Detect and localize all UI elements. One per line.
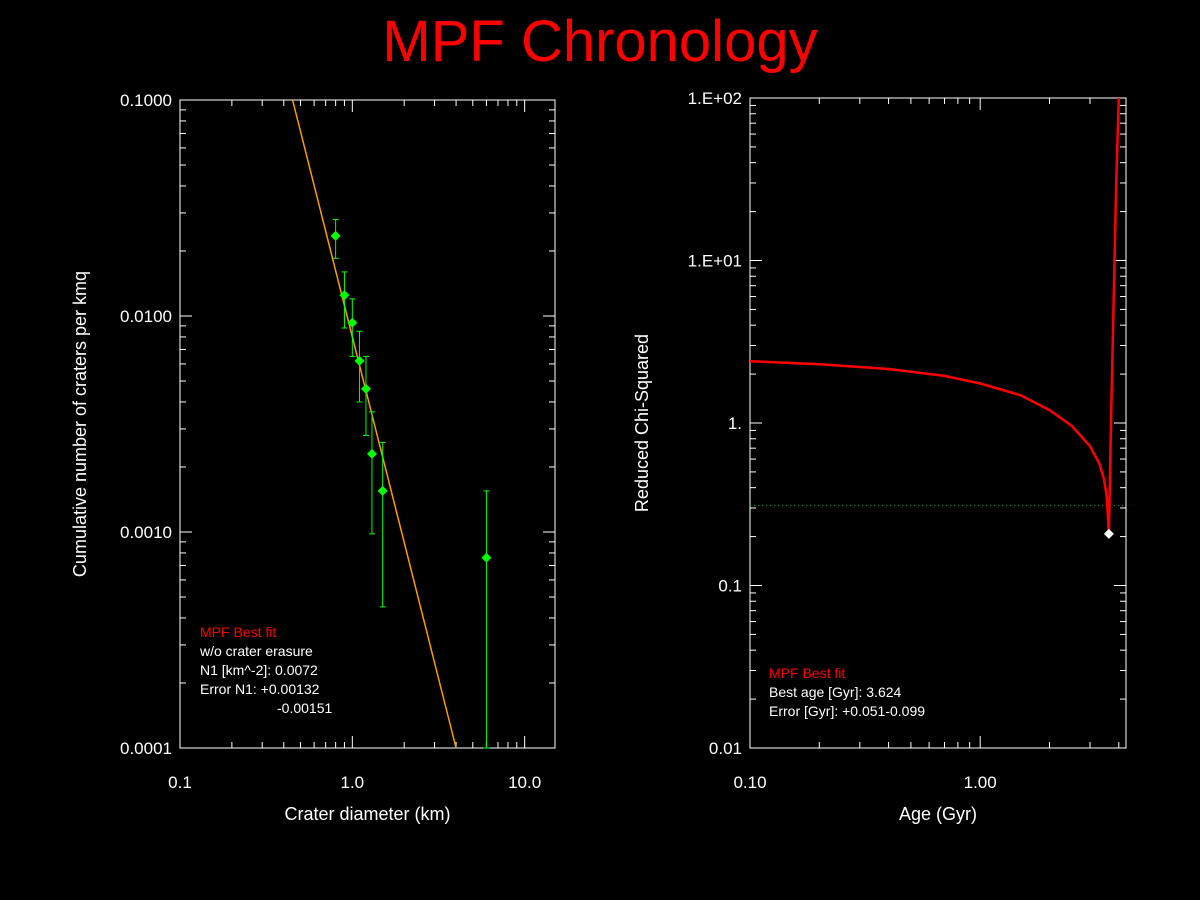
y-axis-label-1: Cumulative number of craters per kmq [70, 271, 90, 577]
x-tick-label-1: 0.1 [168, 773, 192, 792]
x-axis-label-2: Age (Gyr) [899, 804, 977, 824]
x-tick-label-2: 0.10 [733, 773, 766, 792]
legend-line: N1 [km^-2]: 0.0072 [200, 662, 318, 678]
chi-squared-curve [749, 97, 1121, 536]
y-tick-label-2: 0.1 [718, 577, 742, 596]
legend-title-1: MPF Best fit [200, 624, 276, 640]
data-point [354, 355, 365, 366]
y-tick-label-1: 0.1000 [120, 91, 172, 110]
x-axis-label-1: Crater diameter (km) [284, 804, 450, 824]
y-axis-label-2: Reduced Chi-Squared [632, 334, 652, 512]
legend-line: Error [Gyr]: +0.051-0.099 [769, 703, 925, 719]
legend-line: w/o crater erasure [199, 643, 313, 659]
best-age-marker [1103, 528, 1114, 539]
data-point [481, 552, 492, 563]
data-point [366, 448, 377, 459]
y-tick-label-1: 0.0001 [120, 739, 172, 758]
legend-line: Best age [Gyr]: 3.624 [769, 684, 902, 700]
data-point [377, 485, 388, 496]
data-point [347, 317, 358, 328]
plot-frame-1 [179, 99, 556, 749]
x-tick-label-1: 1.0 [341, 773, 365, 792]
fit-line [291, 99, 457, 749]
y-tick-label-1: 0.0010 [120, 523, 172, 542]
x-tick-label-1: 10.0 [508, 773, 541, 792]
y-tick-label-2: 1. [728, 414, 742, 433]
y-tick-label-2: 0.01 [709, 739, 742, 758]
legend-line: Error N1: +0.00132 [200, 681, 320, 697]
y-tick-label-1: 0.0100 [120, 307, 172, 326]
y-tick-label-2: 1.E+02 [688, 89, 742, 108]
data-point [360, 383, 371, 394]
page-title: MPF Chronology [382, 9, 818, 74]
data-point [330, 230, 341, 241]
legend-line: -0.00151 [277, 700, 332, 716]
x-tick-label-2: 1.00 [964, 773, 997, 792]
y-tick-label-2: 1.E+01 [688, 252, 742, 271]
data-point [339, 290, 350, 301]
legend-title-2: MPF Best fit [769, 665, 845, 681]
